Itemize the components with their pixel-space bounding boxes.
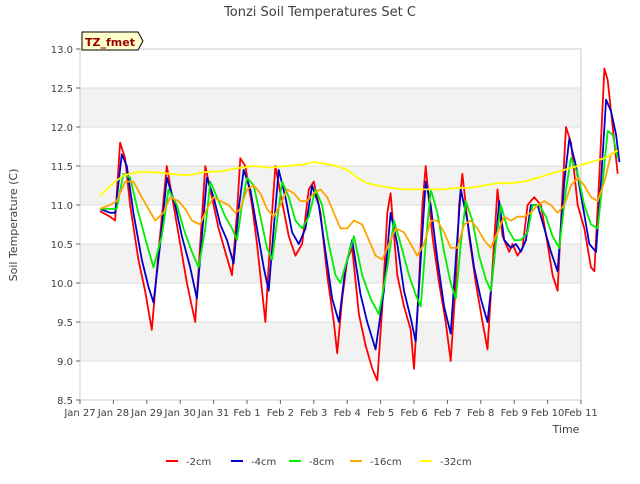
legend-label: -32cm (440, 457, 472, 468)
grid-band (80, 322, 581, 361)
plot-frame (79, 48, 582, 401)
x-tick-label: Feb 11 (564, 408, 598, 419)
y-tick-label: 9.5 (57, 318, 73, 329)
x-tick-label: Feb 1 (233, 408, 260, 419)
grid-band (80, 127, 581, 166)
annotation-box: TZ_fmet (81, 31, 144, 51)
chart-title: Tonzi Soil Temperatures Set C (223, 5, 416, 20)
x-tick-label: Feb 9 (501, 408, 528, 419)
legend-label: -2cm (186, 457, 211, 468)
y-tick-label: 8.5 (57, 396, 73, 407)
grid-band (80, 361, 581, 400)
x-tick-label: Jan 27 (63, 408, 95, 419)
annotation-box-label: TZ_fmet (85, 36, 135, 49)
x-tick-label: Feb 3 (300, 408, 327, 419)
grid-band (80, 49, 581, 88)
y-tick-label: 11.0 (51, 201, 73, 212)
x-tick-label: Jan 30 (164, 408, 196, 419)
series-line-32cmcm (99, 149, 619, 197)
x-axis-label: Time (552, 423, 580, 436)
x-tick-label: Feb 4 (334, 408, 361, 419)
grid-band (80, 88, 581, 127)
x-tick-label: Feb 5 (367, 408, 394, 419)
y-axis-label: Soil Temperature (C) (7, 169, 20, 282)
x-tick-label: Feb 6 (400, 408, 427, 419)
legend: -2cm -4cm -8cm -16cm -32cm (166, 457, 472, 468)
y-tick-label: 9.0 (57, 357, 73, 368)
series-lines (99, 67, 621, 382)
legend-label: -16cm (370, 457, 402, 468)
y-tick-label: 12.0 (51, 123, 73, 134)
series-line-4cmcm (99, 98, 621, 351)
y-tick-label: 10.0 (51, 279, 73, 290)
x-tick-label: Feb 10 (531, 408, 565, 419)
legend-label: -8cm (309, 457, 334, 468)
x-axis: Jan 27 Jan 28 Jan 29 Jan 30 Jan 31 Feb 1 Feb 2… (63, 400, 598, 419)
x-tick-label: Feb 7 (434, 408, 461, 419)
y-tick-label: 13.0 (51, 45, 73, 56)
x-tick-label: Feb 2 (267, 408, 294, 419)
y-axis: 8.5 9.0 9.5 10.0 10.5 11.0 11.5 12.0 12.5 13.0 (51, 45, 80, 407)
x-tick-label: Jan 29 (130, 408, 162, 419)
series-line-16cmcm (99, 149, 619, 261)
y-tick-label: 12.5 (51, 84, 73, 95)
y-tick-label: 10.5 (51, 240, 73, 251)
y-tick-label: 11.5 (51, 162, 73, 173)
x-tick-label: Jan 28 (97, 408, 129, 419)
x-tick-label: Feb 8 (467, 408, 494, 419)
x-tick-label: Jan 31 (197, 408, 229, 419)
annotation-box-shape (81, 31, 144, 51)
legend-label: -4cm (251, 457, 276, 468)
